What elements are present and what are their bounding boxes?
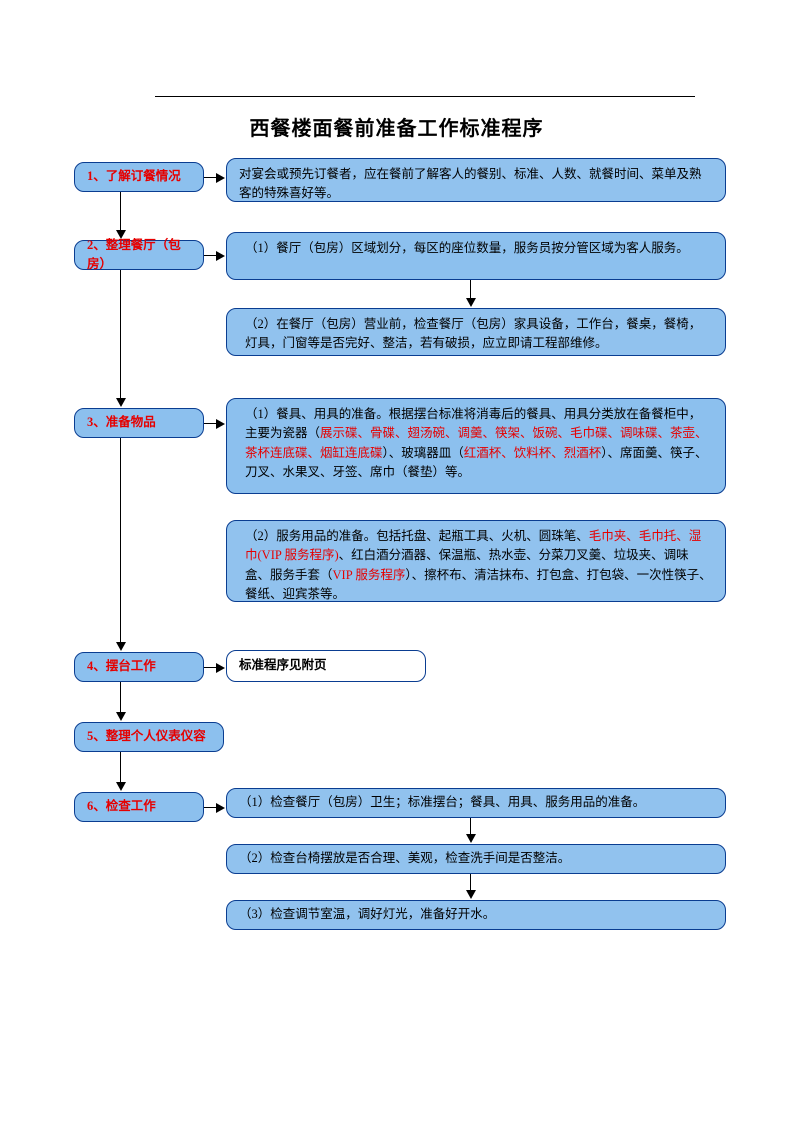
- flowchart-container: 西餐楼面餐前准备工作标准程序 1、了解订餐情况 对宴会或预先订餐者，应在餐前了解…: [0, 0, 793, 1122]
- arrowhead-h-4: [216, 663, 225, 673]
- step-1-detail-text: 对宴会或预先订餐者，应在餐前了解客人的餐别、标准、人数、就餐时间、菜单及熟客的特…: [239, 167, 702, 200]
- step-2-detail-a-text: （1）餐厅（包房）区域划分，每区的座位数量，服务员按分管区域为客人服务。: [245, 241, 689, 255]
- arrow-v-1: [120, 192, 121, 232]
- d3a-red2: 红酒杯、饮料杯、烈酒杯: [464, 446, 602, 460]
- step-6-label: 6、检查工作: [87, 797, 156, 816]
- arrow-v-3: [120, 438, 121, 644]
- step-6: 6、检查工作: [74, 792, 204, 822]
- arrowhead-h-6: [216, 803, 225, 813]
- arrowhead-v-d6b: [466, 890, 476, 899]
- step-6-detail-b-text: （2）检查台椅摆放是否合理、美观，检查洗手间是否整洁。: [239, 849, 570, 868]
- arrowhead-v-d2: [466, 298, 476, 307]
- step-5-label: 5、整理个人仪表仪容: [87, 727, 206, 746]
- d3a-mid: ）、玻璃器皿（: [383, 446, 464, 460]
- d3b-red2: VIP 服务程序: [333, 568, 406, 582]
- step-4-label: 4、摆台工作: [87, 657, 156, 676]
- step-4-detail: 标准程序见附页: [226, 650, 426, 682]
- step-5: 5、整理个人仪表仪容: [74, 722, 224, 752]
- step-4: 4、摆台工作: [74, 652, 204, 682]
- step-6-detail-b: （2）检查台椅摆放是否合理、美观，检查洗手间是否整洁。: [226, 844, 726, 874]
- arrow-v-2: [120, 270, 121, 400]
- arrowhead-v-3: [116, 642, 126, 651]
- step-3: 3、准备物品: [74, 408, 204, 438]
- arrowhead-h-2: [216, 251, 225, 261]
- step-2-detail-b-text: （2）在餐厅（包房）营业前，检查餐厅（包房）家具设备，工作台，餐桌，餐椅，灯具，…: [245, 317, 701, 350]
- step-6-detail-c-text: （3）检查调节室温，调好灯光，准备好开水。: [239, 905, 495, 924]
- arrowhead-h-3: [216, 419, 225, 429]
- step-1-label: 1、了解订餐情况: [87, 167, 181, 186]
- step-6-detail-c: （3）检查调节室温，调好灯光，准备好开水。: [226, 900, 726, 930]
- arrowhead-v-5: [116, 782, 126, 791]
- arrowhead-v-d6a: [466, 834, 476, 843]
- arrow-v-d2: [470, 280, 471, 300]
- step-3-detail-a: （1）餐具、用具的准备。根据摆台标准将消毒后的餐具、用具分类放在备餐柜中，主要为…: [226, 398, 726, 494]
- step-2: 2、整理餐厅（包房）: [74, 240, 204, 270]
- step-2-detail-b: （2）在餐厅（包房）营业前，检查餐厅（包房）家具设备，工作台，餐桌，餐椅，灯具，…: [226, 308, 726, 356]
- step-6-detail-a: （1）检查餐厅（包房）卫生；标准摆台；餐具、用具、服务用品的准备。: [226, 788, 726, 818]
- d3b-pre: （2）服务用品的准备。包括托盘、起瓶工具、火机、圆珠笔、: [245, 529, 589, 543]
- step-2-label: 2、整理餐厅（包房）: [87, 236, 191, 275]
- arrowhead-v-1: [116, 230, 126, 239]
- arrowhead-v-2: [116, 398, 126, 407]
- step-1: 1、了解订餐情况: [74, 162, 204, 192]
- step-6-detail-a-text: （1）检查餐厅（包房）卫生；标准摆台；餐具、用具、服务用品的准备。: [239, 793, 645, 812]
- arrowhead-v-4: [116, 712, 126, 721]
- step-4-detail-text: 标准程序见附页: [239, 656, 327, 675]
- step-1-detail: 对宴会或预先订餐者，应在餐前了解客人的餐别、标准、人数、就餐时间、菜单及熟客的特…: [226, 158, 726, 202]
- header-rule: [155, 96, 695, 97]
- arrowhead-h-1: [216, 173, 225, 183]
- page-title: 西餐楼面餐前准备工作标准程序: [0, 112, 793, 141]
- arrow-v-5: [120, 752, 121, 784]
- step-3-label: 3、准备物品: [87, 413, 156, 432]
- step-2-detail-a: （1）餐厅（包房）区域划分，每区的座位数量，服务员按分管区域为客人服务。: [226, 232, 726, 280]
- arrow-v-4: [120, 682, 121, 714]
- step-3-detail-b: （2）服务用品的准备。包括托盘、起瓶工具、火机、圆珠笔、毛巾夹、毛巾托、湿巾(V…: [226, 520, 726, 602]
